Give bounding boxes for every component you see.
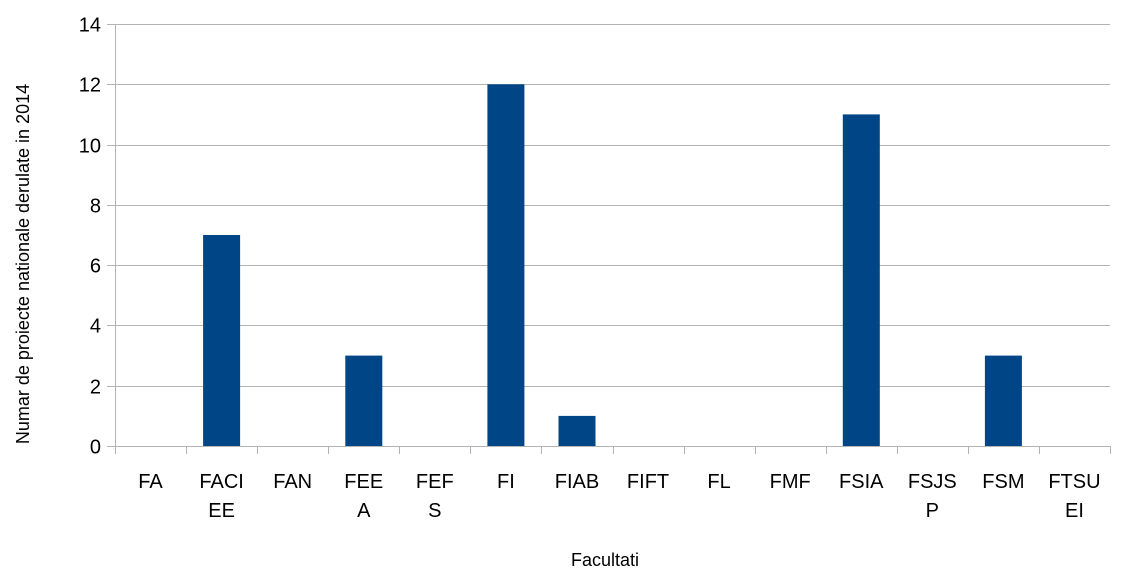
y-tick-label: 4 [90, 316, 101, 338]
y-tick-label: 6 [90, 256, 101, 278]
x-tick-label-line: FIFT [627, 471, 669, 493]
x-tick-label: FSM [982, 471, 1024, 493]
y-tick-labels: 0 2 4 6 8 10 12 14 [79, 15, 101, 459]
x-tick-label: FL [707, 471, 730, 493]
x-tick-label-line: FSIA [839, 471, 884, 493]
x-tick-label-line: FA [138, 471, 163, 493]
bar-fi [487, 84, 525, 447]
y-tick-label: 2 [90, 377, 101, 399]
x-tick-label-line: A [357, 500, 371, 522]
bar-fiab [558, 415, 596, 446]
bars [203, 84, 1022, 447]
y-tick-label: 10 [79, 136, 101, 158]
bar-fsia [842, 114, 880, 447]
x-axis-title: Facultati [571, 550, 639, 570]
y-tick-label: 12 [79, 75, 101, 97]
x-tick-label: FSJS P [908, 471, 957, 522]
x-tick-label-line: FSM [982, 471, 1024, 493]
x-tick-label: FAN [273, 471, 312, 493]
x-tick-label: FEF S [416, 471, 454, 522]
y-axis-title: Numar de proiecte nationale derulate in … [13, 84, 33, 444]
bar-faciee [203, 235, 241, 446]
x-tick-label: FEE A [344, 471, 383, 522]
x-tick-label-line: FTSU [1048, 471, 1100, 493]
x-tick-label: FI [497, 471, 515, 493]
y-tick-label: 14 [79, 15, 101, 37]
y-tick-label: 8 [90, 196, 101, 218]
x-tick-label-line: S [428, 500, 441, 522]
x-tick-label-line: FACI [199, 471, 243, 493]
x-tick-label: FMF [770, 471, 811, 493]
x-tick-label-line: FL [707, 471, 730, 493]
x-tick-label: FIFT [627, 471, 669, 493]
x-tick-label: FA [138, 471, 163, 493]
x-tick-label-line: FEF [416, 471, 454, 493]
x-tick-label: FIAB [555, 471, 599, 493]
x-tick-label-line: FIAB [555, 471, 599, 493]
x-tick-label-line: FMF [770, 471, 811, 493]
x-tick-label-line: FSJS [908, 471, 957, 493]
grid-lines [107, 24, 1111, 454]
x-tick-label-line: EE [208, 500, 235, 522]
x-tick-label: FACI EE [199, 471, 243, 522]
x-tick-labels: FA FACI EE FAN FEE A FEF S FI FIAB FIFT FL FMF FSIA FS… [138, 471, 1100, 522]
x-tick-label-line: FAN [273, 471, 312, 493]
x-tick-label-line: FEE [344, 471, 383, 493]
y-tick-label: 0 [90, 437, 101, 459]
x-tick-label-line: EI [1065, 500, 1084, 522]
x-tick-label: FTSU EI [1048, 471, 1100, 522]
bar-feea [345, 355, 383, 446]
x-tick-label: FSIA [839, 471, 884, 493]
bar-fsm [984, 355, 1022, 446]
x-tick-label-line: FI [497, 471, 515, 493]
x-tick-label-line: P [926, 500, 939, 522]
